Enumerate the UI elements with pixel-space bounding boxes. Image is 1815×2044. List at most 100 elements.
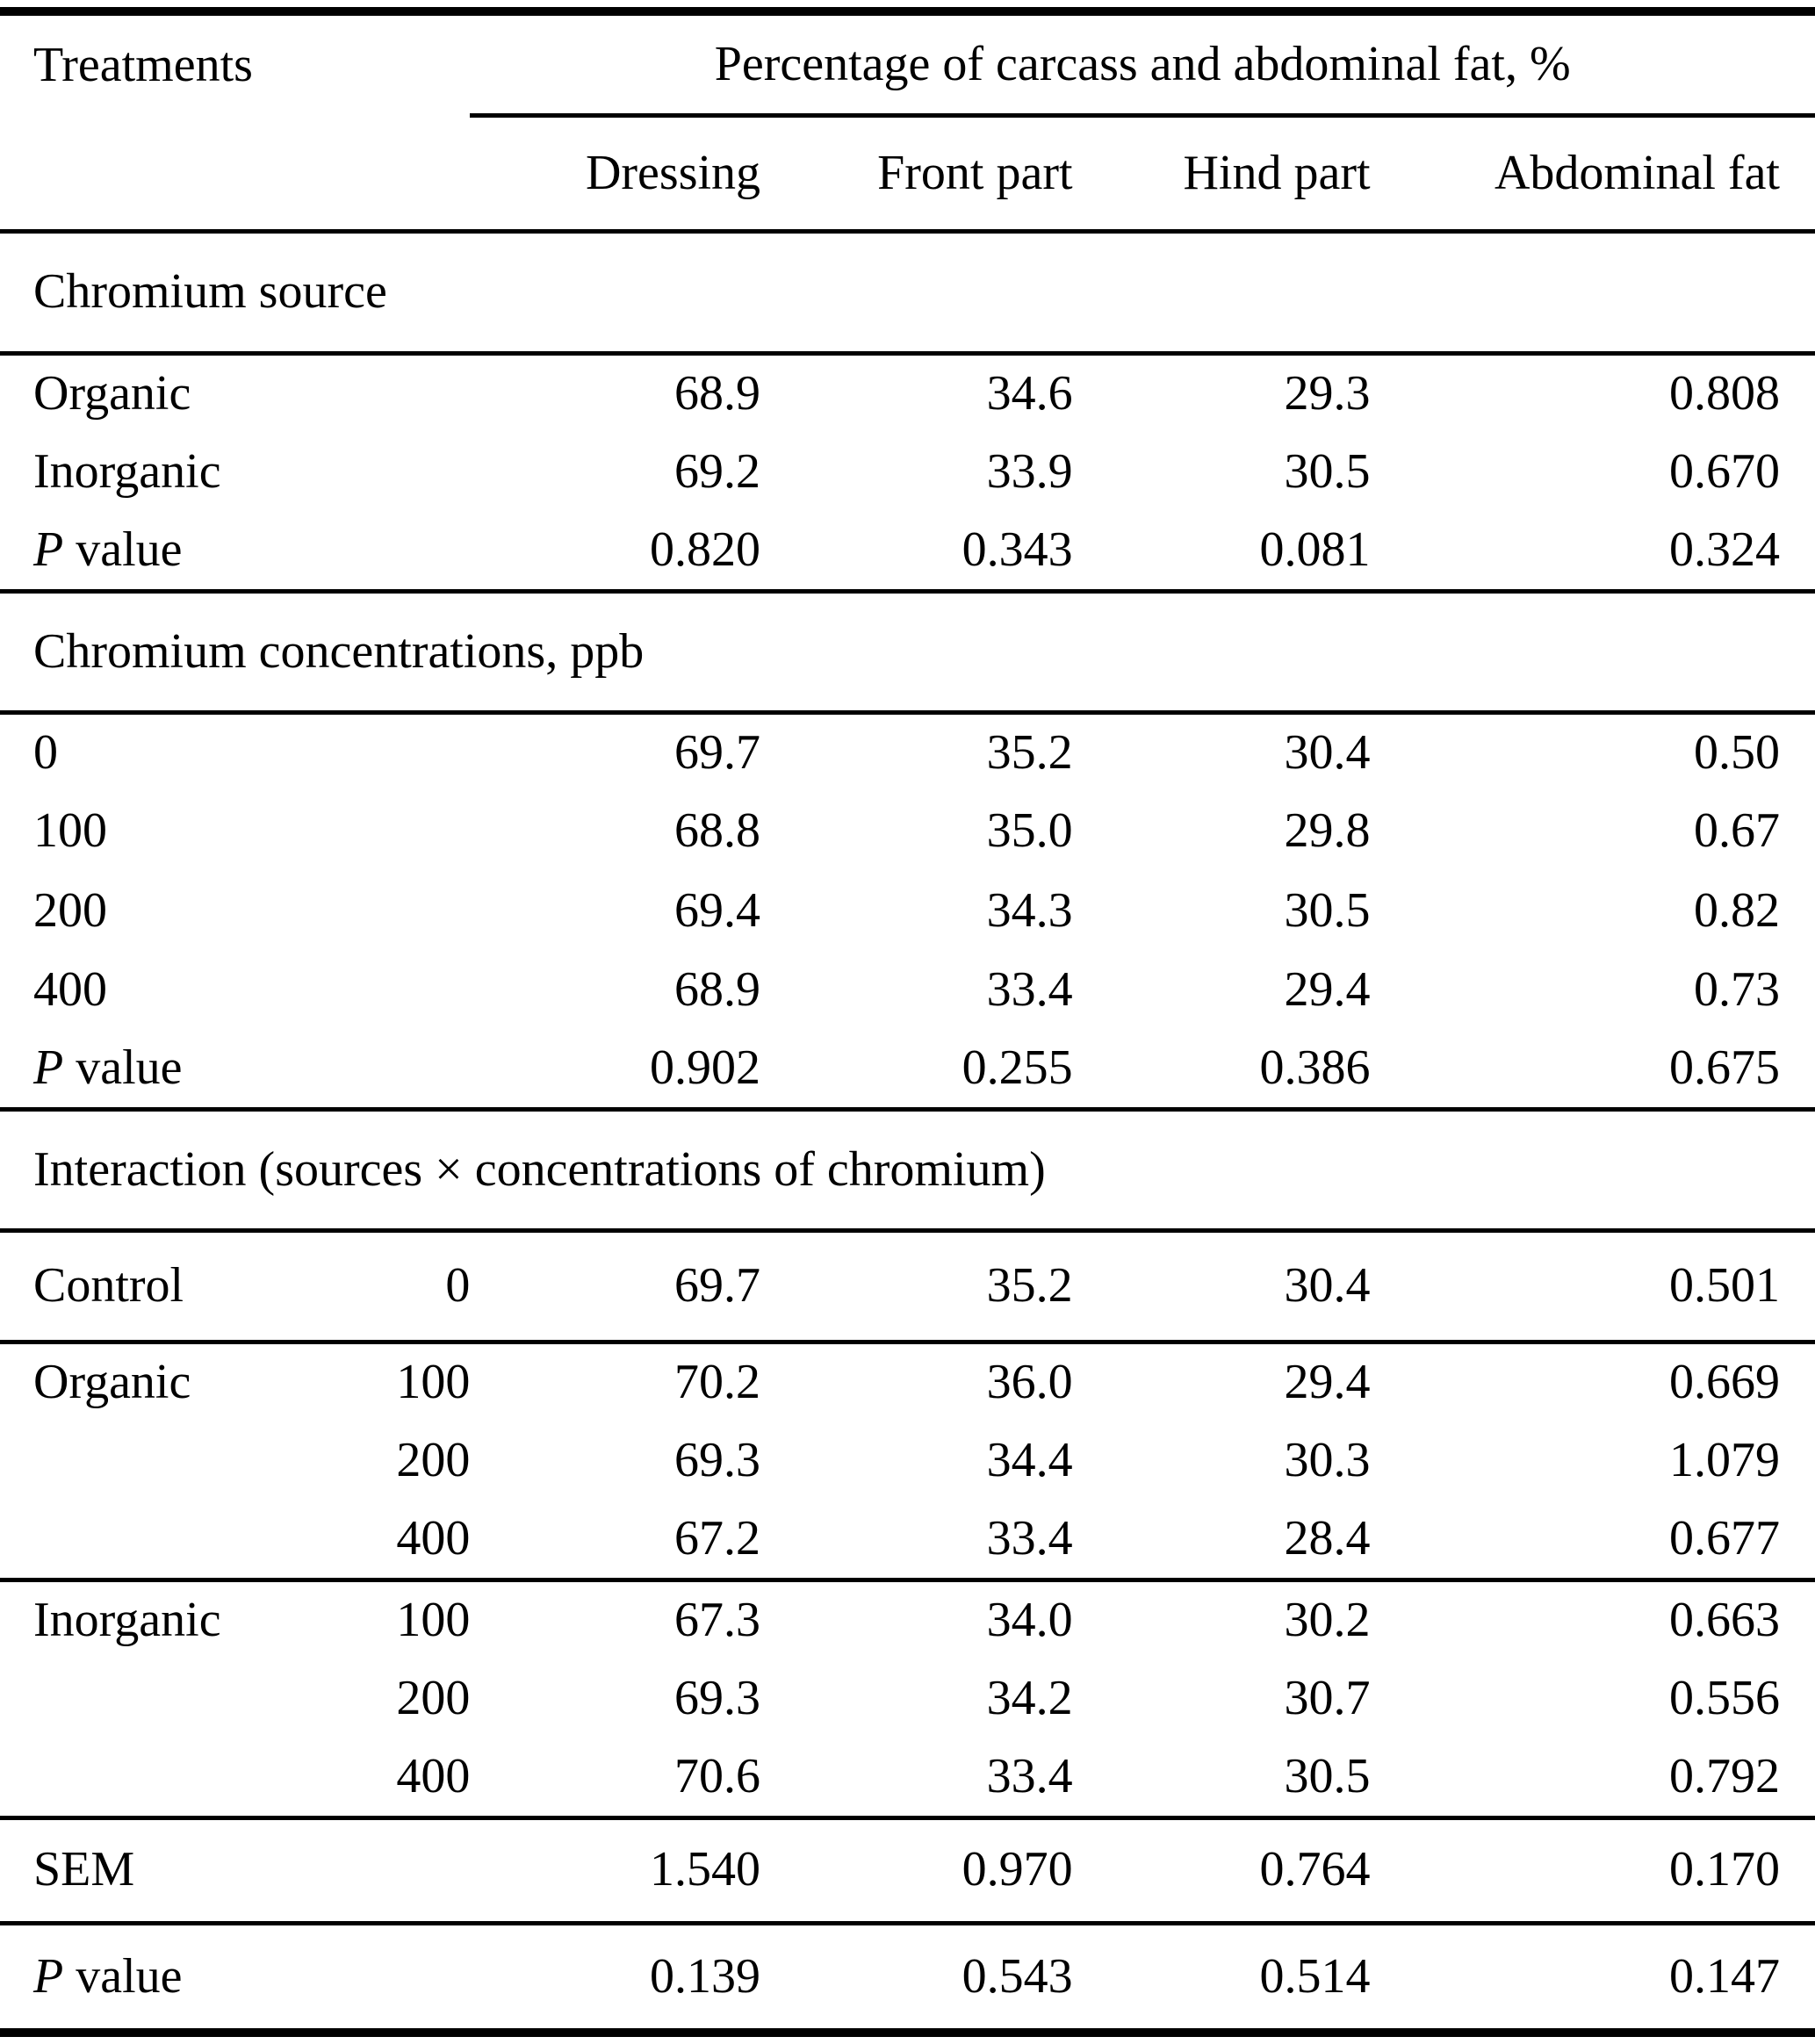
- conc-cell: [263, 511, 471, 594]
- value-cell: 29.4: [1284, 1354, 1371, 1409]
- row-label: Control: [0, 1230, 263, 1344]
- conc-cell: [263, 433, 471, 512]
- conc-cell: [263, 1817, 471, 1925]
- table-row: 200 69.3 34.4 30.3 1.079: [0, 1421, 1815, 1501]
- value-cell: 69.7: [674, 725, 761, 781]
- value-cell: 0.808: [1669, 365, 1780, 421]
- table-row-inorganic: Inorganic 100 67.3 34.0 30.2 0.663: [0, 1580, 1815, 1659]
- value-cell: 36.0: [986, 1354, 1073, 1409]
- conc-cell: 400: [263, 1738, 471, 1820]
- conc-cell: 200: [396, 1432, 471, 1487]
- table-row: 200 69.4 34.3 30.5 0.82: [0, 871, 1815, 950]
- value-cell: 34.3: [986, 882, 1073, 938]
- value-cell: 0.147: [1669, 1948, 1780, 2004]
- header-spacer: [0, 115, 471, 234]
- table-row: 400 68.9 33.4 29.4 0.73: [0, 951, 1815, 1030]
- section-header-chromium-source: Chromium source: [0, 231, 1815, 356]
- value-cell: 0.501: [1370, 1230, 1815, 1344]
- value-cell: 70.2: [674, 1354, 761, 1409]
- header-row-columns: Dressing Front part Hind part Abdominal …: [0, 115, 1815, 234]
- row-label: [0, 1738, 263, 1820]
- value-cell: 0.170: [1370, 1817, 1815, 1925]
- row-label: P value: [0, 1923, 263, 2033]
- table-row-control: Control 0 69.7 35.2 30.4 0.501: [0, 1230, 1815, 1344]
- value-cell: 0.50: [1694, 725, 1780, 781]
- conc-cell: 100: [396, 1354, 471, 1409]
- header-row-group: Treatments Percentage of carcass and abd…: [0, 11, 1815, 118]
- value-cell: 68.9: [674, 365, 761, 421]
- table-row: 200 69.3 34.2 30.7 0.556: [0, 1659, 1815, 1738]
- value-cell: 0.677: [1370, 1500, 1815, 1582]
- value-cell: 34.4: [986, 1432, 1073, 1487]
- col-header-front-part: Front part: [760, 115, 1073, 234]
- value-cell: 30.4: [1072, 1230, 1371, 1344]
- value-cell: 0.820: [470, 511, 761, 594]
- conc-cell: 400: [263, 1500, 471, 1582]
- value-cell: 0.670: [1669, 444, 1780, 499]
- value-cell: 29.3: [1284, 365, 1371, 421]
- table-row-p-value: P value 0.820 0.343 0.081 0.324: [0, 511, 1815, 594]
- row-label: [0, 1500, 263, 1582]
- value-cell: 68.9: [674, 962, 761, 1018]
- value-cell: 69.4: [674, 882, 761, 938]
- table-row: 100 68.8 35.0 29.8 0.67: [0, 792, 1815, 871]
- row-label: Organic: [33, 1354, 191, 1409]
- value-cell: 33.4: [986, 962, 1073, 1018]
- conc-cell: 100: [396, 1592, 471, 1647]
- treatments-header: Treatments: [33, 37, 253, 92]
- value-cell: 30.2: [1284, 1592, 1371, 1647]
- value-cell: 0.67: [1694, 803, 1780, 859]
- value-cell: 0.675: [1370, 1029, 1815, 1112]
- row-label: 0: [33, 725, 58, 781]
- value-cell: 34.2: [986, 1670, 1073, 1725]
- value-cell: 0.73: [1694, 962, 1780, 1018]
- table-row: Inorganic 69.2 33.9 30.5 0.670: [0, 433, 1815, 512]
- value-cell: 0.764: [1072, 1817, 1371, 1925]
- value-cell: 69.3: [674, 1432, 761, 1487]
- p-symbol: P: [33, 1948, 64, 2004]
- value-cell: 69.3: [674, 1670, 761, 1725]
- value-cell: 30.4: [1284, 725, 1371, 781]
- value-cell: 69.7: [470, 1230, 761, 1344]
- value-cell: 68.8: [674, 803, 761, 859]
- value-cell: 0.343: [760, 511, 1073, 594]
- value-cell: 30.5: [1072, 1738, 1371, 1820]
- table-row-p-value: P value 0.139 0.543 0.514 0.147: [0, 1923, 1815, 2033]
- value-cell: 67.3: [674, 1592, 761, 1647]
- group-header: Percentage of carcass and abdominal fat,…: [470, 11, 1815, 118]
- value-cell: 67.2: [470, 1500, 761, 1582]
- carcass-fat-table: Treatments Percentage of carcass and abd…: [0, 7, 1815, 2037]
- value-cell: 0.255: [760, 1029, 1073, 1112]
- row-label: [0, 1659, 263, 1738]
- value-cell: 0.386: [1072, 1029, 1371, 1112]
- value-cell: 33.9: [986, 444, 1073, 499]
- row-label: [0, 1421, 263, 1501]
- value-cell: 0.081: [1072, 511, 1371, 594]
- value-cell: 29.4: [1284, 962, 1371, 1018]
- table-row: 400 67.2 33.4 28.4 0.677: [0, 1500, 1815, 1582]
- p-symbol: P: [33, 522, 64, 578]
- value-cell: 30.3: [1284, 1432, 1371, 1487]
- row-label: 100: [33, 803, 107, 859]
- row-label: Inorganic: [33, 1592, 221, 1647]
- value-cell: 0.556: [1669, 1670, 1780, 1725]
- p-symbol: P: [33, 1040, 64, 1096]
- conc-cell: 0: [263, 1230, 471, 1344]
- value-cell: 1.540: [470, 1817, 761, 1925]
- value-cell: 30.7: [1284, 1670, 1371, 1725]
- value-cell: 33.4: [760, 1500, 1073, 1582]
- value-cell: 30.5: [1284, 444, 1371, 499]
- table-row: 0 69.7 35.2 30.4 0.50: [0, 713, 1815, 792]
- conc-cell: [263, 713, 471, 792]
- table-row: 400 70.6 33.4 30.5 0.792: [0, 1738, 1815, 1820]
- conc-cell: [263, 353, 471, 432]
- conc-cell: [263, 951, 471, 1030]
- value-cell: 34.0: [986, 1592, 1073, 1647]
- table-row: Organic 68.9 34.6 29.3 0.808: [0, 353, 1815, 432]
- section-title: Interaction (sources × concentrations of…: [0, 1109, 1815, 1234]
- section-header-interaction: Interaction (sources × concentrations of…: [0, 1109, 1815, 1234]
- section-title: Chromium concentrations, ppb: [0, 591, 1815, 716]
- value-cell: 35.2: [760, 1230, 1073, 1344]
- value-cell: 0.139: [650, 1948, 761, 2004]
